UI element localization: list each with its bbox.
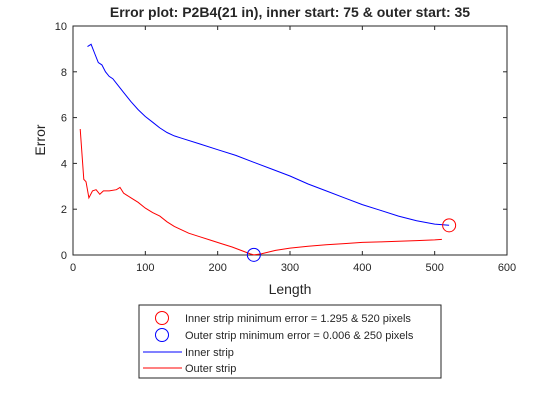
- x-axis-label: Length: [269, 281, 312, 297]
- chart-title: Error plot: P2B4(21 in), inner start: 75…: [110, 4, 470, 20]
- legend-entry-outer-strip: Outer strip: [143, 363, 236, 375]
- legend-box: [138, 304, 442, 379]
- outer-min-marker: [246, 247, 261, 262]
- legend-entry-inner-min: Inner strip minimum error = 1.295 & 520 …: [155, 311, 411, 325]
- axes-box: [72, 25, 508, 256]
- x-tick-label: 600: [498, 262, 516, 274]
- legend-label-outer-min: Outer strip minimum error = 0.006 & 250 …: [185, 330, 414, 342]
- legend-label-inner-strip: Inner strip: [185, 347, 234, 359]
- x-tick-label: 300: [281, 262, 299, 274]
- inner-strip-line: [87, 43, 450, 226]
- x-axis-ticks: 0 100 200 300 400 500 600: [70, 26, 516, 274]
- y-tick-label: 0: [61, 250, 67, 262]
- legend-marker-blue-circle: [155, 328, 169, 342]
- plot-area: 0 100 200 300 400 500 600 0 2 4 6 8 10: [55, 21, 516, 274]
- y-axis-ticks: 0 2 4 6 8 10: [55, 21, 507, 262]
- legend-entry-outer-min: Outer strip minimum error = 0.006 & 250 …: [155, 328, 414, 342]
- y-tick-label: 2: [61, 204, 67, 216]
- legend-entry-inner-strip: Inner strip: [143, 347, 234, 359]
- x-tick-label: 100: [136, 262, 154, 274]
- chart-legend: Inner strip minimum error = 1.295 & 520 …: [138, 304, 442, 379]
- x-tick-label: 0: [70, 262, 76, 274]
- marker-layer: [246, 218, 457, 262]
- x-tick-label: 200: [208, 262, 226, 274]
- y-tick-label: 8: [61, 67, 67, 79]
- series-layer: [79, 43, 450, 256]
- legend-label-outer-strip: Outer strip: [185, 363, 236, 375]
- outer-strip-line: [79, 128, 442, 256]
- legend-marker-red-circle: [155, 311, 169, 325]
- y-tick-label: 10: [55, 21, 67, 33]
- inner-min-marker: [442, 218, 457, 233]
- y-tick-label: 6: [61, 113, 67, 125]
- legend-label-inner-min: Inner strip minimum error = 1.295 & 520 …: [185, 313, 411, 325]
- y-axis-label: Error: [32, 124, 48, 155]
- x-tick-label: 400: [353, 262, 371, 274]
- x-tick-label: 500: [425, 262, 443, 274]
- y-tick-label: 4: [61, 158, 67, 170]
